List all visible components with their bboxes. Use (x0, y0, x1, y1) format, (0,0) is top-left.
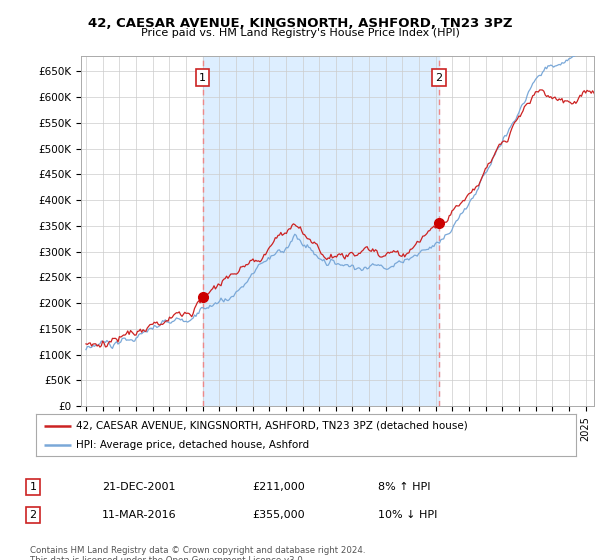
Text: Price paid vs. HM Land Registry's House Price Index (HPI): Price paid vs. HM Land Registry's House … (140, 28, 460, 38)
Text: Contains HM Land Registry data © Crown copyright and database right 2024.
This d: Contains HM Land Registry data © Crown c… (30, 546, 365, 560)
Text: 1: 1 (199, 73, 206, 83)
Text: 42, CAESAR AVENUE, KINGSNORTH, ASHFORD, TN23 3PZ: 42, CAESAR AVENUE, KINGSNORTH, ASHFORD, … (88, 17, 512, 30)
Text: 2: 2 (29, 510, 37, 520)
Text: £355,000: £355,000 (252, 510, 305, 520)
Text: £211,000: £211,000 (252, 482, 305, 492)
Text: 10% ↓ HPI: 10% ↓ HPI (378, 510, 437, 520)
Text: HPI: Average price, detached house, Ashford: HPI: Average price, detached house, Ashf… (77, 440, 310, 450)
Text: 2: 2 (436, 73, 443, 83)
Text: 21-DEC-2001: 21-DEC-2001 (102, 482, 176, 492)
Bar (203, 56, 439, 406)
Text: 42, CAESAR AVENUE, KINGSNORTH, ASHFORD, TN23 3PZ (detached house): 42, CAESAR AVENUE, KINGSNORTH, ASHFORD, … (77, 421, 468, 431)
Text: 1: 1 (29, 482, 37, 492)
Text: 11-MAR-2016: 11-MAR-2016 (102, 510, 176, 520)
Text: 8% ↑ HPI: 8% ↑ HPI (378, 482, 431, 492)
